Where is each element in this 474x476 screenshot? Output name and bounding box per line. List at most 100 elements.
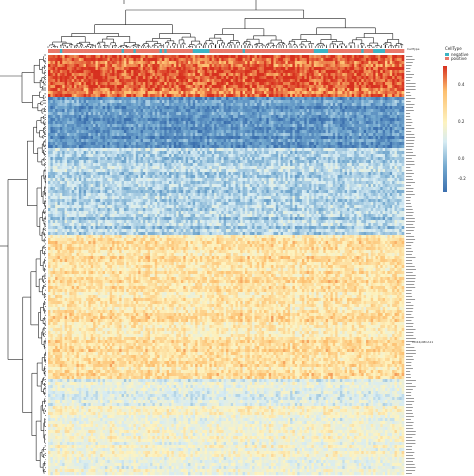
heatmap-cell [370, 112, 374, 116]
annotation-positive [218, 49, 222, 53]
heatmap-cell [142, 88, 146, 92]
heatmap-cell [199, 100, 203, 104]
heatmap-cell [119, 88, 122, 92]
heatmap-cell [263, 58, 267, 62]
heatmap-cell [242, 118, 246, 122]
heatmap-cell [233, 76, 236, 80]
heatmap-cell [123, 118, 127, 122]
heatmap-cell [142, 79, 146, 83]
heatmap-cell [133, 112, 137, 116]
heatmap-cell [173, 55, 177, 59]
heatmap-cell [344, 100, 348, 104]
heatmap-cell [221, 97, 224, 101]
heatmap-cell [366, 109, 369, 113]
heatmap-cell [382, 112, 386, 116]
annotation-positive [50, 49, 54, 53]
heatmap-cell [377, 124, 381, 128]
heatmap-cell [57, 64, 61, 68]
heatmap-cell [100, 109, 103, 113]
heatmap-cell [119, 109, 122, 113]
heatmap-cell [311, 121, 315, 125]
heatmap-cell [394, 106, 398, 110]
heatmap-cell [97, 106, 101, 110]
heatmap-cell [370, 97, 374, 101]
heatmap-cell [97, 79, 101, 83]
heatmap-cell [259, 124, 262, 128]
heatmap-cell [178, 79, 182, 83]
heatmap-cell [301, 79, 305, 83]
heatmap-cell [385, 64, 388, 68]
heatmap-cell [392, 100, 395, 104]
heatmap-cell [368, 97, 372, 101]
annotation-positive [354, 49, 357, 53]
heatmap-cell [223, 112, 227, 116]
heatmap-cell [166, 91, 170, 95]
heatmap-cell [133, 94, 137, 98]
heatmap-cell [116, 67, 120, 71]
heatmap-cell [102, 103, 106, 107]
heatmap-cell [180, 121, 184, 125]
heatmap-cell [223, 103, 227, 107]
heatmap-cell [223, 55, 227, 59]
heatmap-cell [373, 73, 376, 77]
heatmap-cell [261, 58, 265, 62]
heatmap-cell [375, 118, 379, 122]
heatmap-cell [261, 73, 265, 77]
heatmap-cell [280, 100, 284, 104]
heatmap-cell [273, 121, 277, 125]
heatmap-cell [178, 85, 182, 89]
heatmap-cell [207, 127, 210, 131]
heatmap-cell [112, 55, 115, 59]
heatmap-cell [347, 106, 350, 110]
heatmap-cell [102, 88, 106, 92]
heatmap-cell [81, 115, 84, 119]
heatmap-cell [237, 79, 241, 83]
heatmap-cell [294, 100, 298, 104]
heatmap-cell [223, 73, 227, 77]
heatmap-cell [290, 127, 293, 131]
heatmap-cell [140, 121, 144, 125]
heatmap-cell [306, 64, 310, 68]
heatmap-cell [71, 64, 75, 68]
heatmap-cell [325, 79, 329, 83]
heatmap-cell [164, 79, 167, 83]
heatmap-cell [216, 121, 220, 125]
heatmap-cell [183, 61, 186, 65]
heatmap-cell [195, 61, 198, 65]
heatmap-cell [66, 124, 70, 128]
heatmap-cell [301, 124, 305, 128]
heatmap-cell [332, 85, 336, 89]
heatmap-cell [55, 97, 58, 101]
heatmap-cell [297, 82, 300, 86]
heatmap-cell [304, 58, 307, 62]
heatmap-cell [226, 130, 229, 134]
heatmap-cell [247, 118, 251, 122]
heatmap-cell [235, 85, 239, 89]
heatmap-cell [235, 88, 239, 92]
heatmap-cell [145, 91, 148, 95]
heatmap-cell [380, 76, 383, 80]
heatmap-cell [69, 121, 73, 125]
heatmap-cell [387, 70, 391, 74]
heatmap-cell [116, 112, 120, 116]
heatmap-cell [368, 109, 372, 113]
heatmap-cell [396, 82, 400, 86]
heatmap-cell [354, 82, 357, 86]
annotation-positive [230, 49, 234, 53]
heatmap-cell [316, 79, 319, 83]
heatmap-cell [285, 103, 288, 107]
heatmap-cell [62, 127, 65, 131]
heatmap-cell [226, 124, 229, 128]
heatmap-cell [142, 106, 146, 110]
heatmap-cell [107, 106, 110, 110]
annotation-positive [337, 49, 341, 53]
annotation-negative [59, 49, 63, 53]
heatmap-cell [48, 94, 51, 98]
heatmap-cell [278, 76, 281, 80]
heatmap-cell [247, 67, 251, 71]
heatmap-cell [271, 100, 274, 104]
heatmap-cell [121, 76, 125, 80]
heatmap-cell [107, 73, 110, 77]
heatmap-cell [221, 94, 224, 98]
heatmap-cell [119, 130, 122, 134]
